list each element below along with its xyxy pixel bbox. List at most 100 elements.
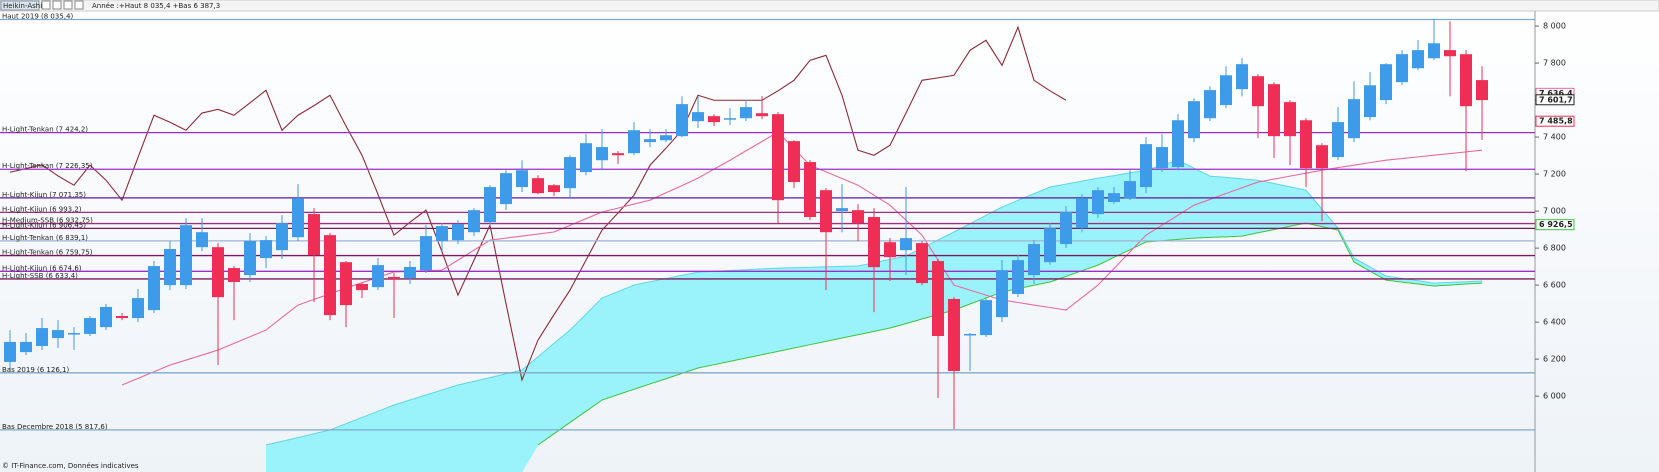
plot <box>0 18 1535 472</box>
candle-body <box>772 114 784 201</box>
candle-body <box>660 135 672 141</box>
level-label: H-Light-Tenkan (7 226,35) <box>2 162 93 170</box>
cloud-area <box>506 370 523 472</box>
cloud-area <box>314 429 331 472</box>
candle-body <box>1332 122 1344 158</box>
candle-body <box>36 328 48 346</box>
cloud-area <box>698 271 715 369</box>
cloud-area <box>650 278 667 384</box>
candle-body <box>548 185 560 193</box>
y-tick-label: 8 000 <box>1543 22 1566 31</box>
candle-body <box>164 249 176 286</box>
cloud-area <box>426 390 443 472</box>
y-tick-label: 7 400 <box>1543 133 1566 142</box>
candle-body <box>388 276 400 280</box>
chart-type-button[interactable] <box>0 0 40 11</box>
cloud-area <box>682 272 699 374</box>
candle-body <box>1204 90 1216 119</box>
cloud-area <box>810 266 827 345</box>
cloud-area <box>890 256 907 329</box>
candle-body <box>1012 260 1024 294</box>
price-tag <box>1535 94 1575 106</box>
candle-body <box>564 157 576 189</box>
cloud-area <box>362 411 379 472</box>
cloud-area <box>538 343 555 445</box>
candle-body <box>484 187 496 223</box>
cloud-area <box>570 314 587 423</box>
candle-body <box>68 333 80 335</box>
cloud-area <box>1354 258 1371 272</box>
candle-body <box>788 141 800 183</box>
candle-body <box>1428 43 1440 59</box>
candle-body <box>884 242 896 258</box>
button-label[interactable]: Heikin-Ashi <box>3 2 42 10</box>
y-tick-label: 7 200 <box>1543 170 1566 179</box>
cloud-area <box>266 441 283 472</box>
price-tag <box>1535 115 1575 127</box>
price-tag <box>1535 219 1575 231</box>
cloud-area <box>1194 168 1211 239</box>
candle-body <box>820 190 832 233</box>
tool-icon[interactable] <box>63 0 73 10</box>
candle-body <box>964 333 976 336</box>
candle-body <box>212 247 224 298</box>
cloud-area <box>746 268 763 359</box>
tool-icon[interactable] <box>52 0 62 10</box>
candle-body <box>100 306 112 328</box>
candle-body <box>836 208 848 212</box>
cloud-area <box>1274 183 1291 230</box>
candle-body <box>692 112 704 122</box>
candle-body <box>1156 147 1168 169</box>
candle-body <box>1220 75 1232 106</box>
candle-body <box>1188 101 1200 139</box>
cloud-area <box>1290 186 1307 227</box>
cloud-area <box>378 405 395 472</box>
candle-body <box>1092 190 1104 215</box>
candle-body <box>1236 64 1248 90</box>
candle-body <box>868 217 880 268</box>
cloud-area <box>1162 160 1179 241</box>
indicator-line <box>9 25 1067 382</box>
cloud-area <box>394 400 411 472</box>
y-tick-label: 6 600 <box>1543 281 1566 290</box>
cloud-area <box>554 330 571 434</box>
price-tag-label: 7 636,4 <box>1539 89 1573 98</box>
candle-body <box>1316 145 1328 169</box>
level-label: H-Light-Tenkan (6 759,75) <box>2 249 93 257</box>
candle-body <box>132 298 144 319</box>
price-tag-label: 6 926,5 <box>1539 220 1573 229</box>
cloud-area <box>1210 176 1227 238</box>
tool-icon[interactable] <box>74 0 84 10</box>
candle-body <box>340 262 352 306</box>
candle-body <box>708 116 720 123</box>
cloud-area <box>842 266 859 339</box>
candle-body <box>180 225 192 286</box>
level-label: Bas Decembre 2018 (5 817,6) <box>2 423 108 431</box>
candle-body <box>532 178 544 194</box>
candle-body <box>1380 64 1392 101</box>
tool-icon[interactable] <box>41 0 51 10</box>
cloud-area <box>970 215 987 304</box>
candle-body <box>500 173 512 205</box>
y-tick-label: 6 000 <box>1543 392 1566 401</box>
candle-body <box>916 243 928 284</box>
candle-body <box>1044 228 1056 263</box>
candle-body <box>52 330 64 339</box>
cloud-area <box>298 433 315 472</box>
cloud-area <box>634 281 651 390</box>
level-label: H-Light-Kijun (6 993,2) <box>2 205 82 213</box>
candle-body <box>804 162 816 218</box>
candle-body <box>980 300 992 336</box>
candle-body <box>1108 193 1120 203</box>
cloud-area <box>778 267 795 352</box>
candle-body <box>932 261 944 336</box>
cloud-area <box>1306 190 1323 227</box>
candle-body <box>1460 54 1472 107</box>
candle-body <box>84 318 96 334</box>
candle-body <box>356 284 368 291</box>
candle-body <box>260 240 272 259</box>
candle-body <box>1412 50 1424 69</box>
cloud-lower-line <box>537 222 1483 446</box>
candle-body <box>4 341 16 362</box>
